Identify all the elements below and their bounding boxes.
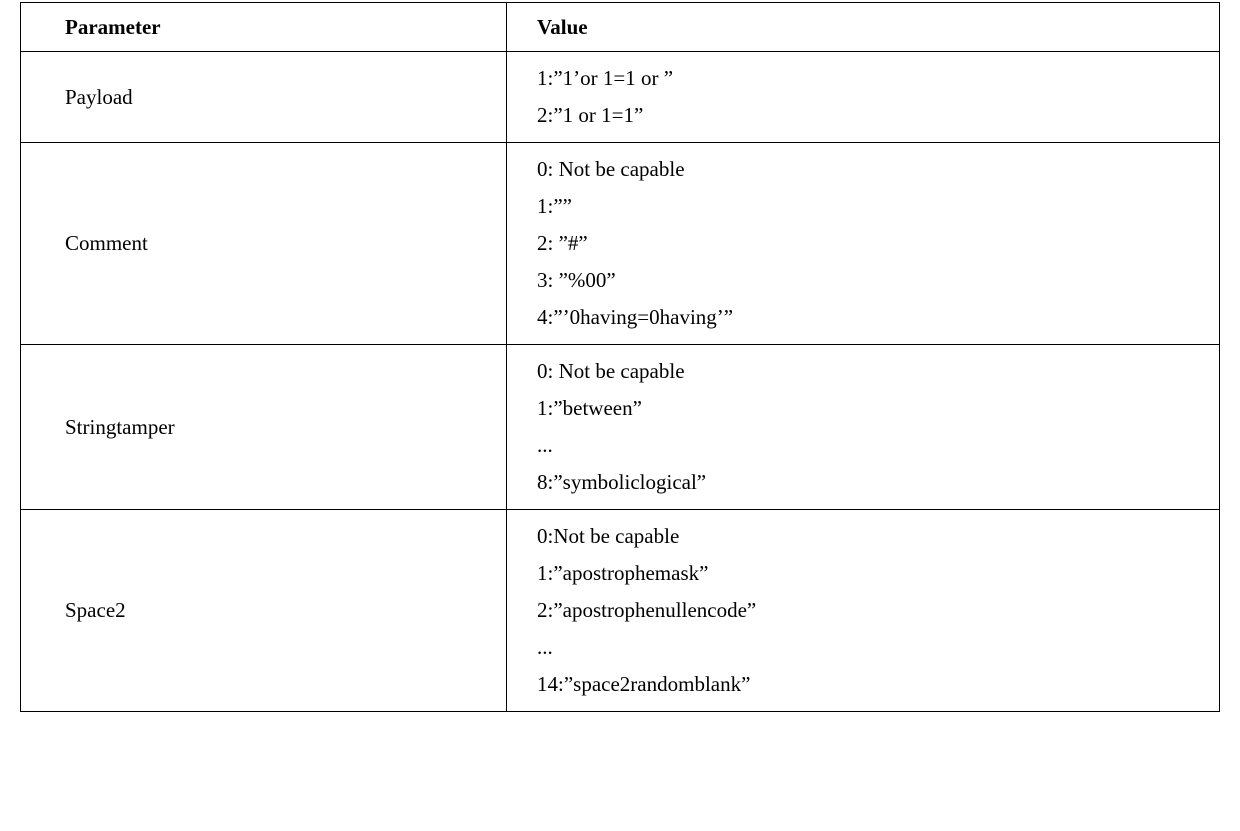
param-cell-payload: Payload bbox=[21, 52, 507, 143]
table-row: Payload 1:”1’or 1=1 or ” 2:”1 or 1=1” bbox=[21, 52, 1220, 143]
param-cell-stringtamper: Stringtamper bbox=[21, 345, 507, 510]
table-row: Stringtamper 0: Not be capable 1:”betwee… bbox=[21, 345, 1220, 510]
value-line: 0: Not be capable bbox=[537, 151, 1211, 188]
value-line: 2:”1 or 1=1” bbox=[537, 97, 1211, 134]
value-line: 1:”apostrophemask” bbox=[537, 555, 1211, 592]
value-line: ... bbox=[537, 629, 1211, 666]
table-body: Payload 1:”1’or 1=1 or ” 2:”1 or 1=1” Co… bbox=[21, 52, 1220, 712]
value-line: 1:”” bbox=[537, 188, 1211, 225]
value-line: 8:”symboliclogical” bbox=[537, 464, 1211, 501]
value-line: 0:Not be capable bbox=[537, 518, 1211, 555]
table-header-row: Parameter Value bbox=[21, 3, 1220, 52]
value-cell-stringtamper: 0: Not be capable 1:”between” ... 8:”sym… bbox=[507, 345, 1220, 510]
value-line: 4:”’0having=0having’” bbox=[537, 299, 1211, 336]
table-header: Parameter Value bbox=[21, 3, 1220, 52]
table-row: Space2 0:Not be capable 1:”apostrophemas… bbox=[21, 510, 1220, 712]
value-lines: 0:Not be capable 1:”apostrophemask” 2:”a… bbox=[537, 518, 1211, 703]
value-cell-comment: 0: Not be capable 1:”” 2: ”#” 3: ”%00” 4… bbox=[507, 143, 1220, 345]
value-line: 3: ”%00” bbox=[537, 262, 1211, 299]
value-lines: 1:”1’or 1=1 or ” 2:”1 or 1=1” bbox=[537, 60, 1211, 134]
value-line: 2: ”#” bbox=[537, 225, 1211, 262]
header-parameter: Parameter bbox=[21, 3, 507, 52]
value-line: 0: Not be capable bbox=[537, 353, 1211, 390]
param-cell-space2: Space2 bbox=[21, 510, 507, 712]
value-line: ... bbox=[537, 427, 1211, 464]
value-lines: 0: Not be capable 1:”between” ... 8:”sym… bbox=[537, 353, 1211, 501]
value-line: 14:”space2randomblank” bbox=[537, 666, 1211, 703]
value-lines: 0: Not be capable 1:”” 2: ”#” 3: ”%00” 4… bbox=[537, 151, 1211, 336]
page-container: Parameter Value Payload 1:”1’or 1=1 or ”… bbox=[0, 0, 1240, 831]
value-cell-payload: 1:”1’or 1=1 or ” 2:”1 or 1=1” bbox=[507, 52, 1220, 143]
value-line: 1:”1’or 1=1 or ” bbox=[537, 60, 1211, 97]
header-value: Value bbox=[507, 3, 1220, 52]
param-cell-comment: Comment bbox=[21, 143, 507, 345]
value-line: 1:”between” bbox=[537, 390, 1211, 427]
value-cell-space2: 0:Not be capable 1:”apostrophemask” 2:”a… bbox=[507, 510, 1220, 712]
table-row: Comment 0: Not be capable 1:”” 2: ”#” 3:… bbox=[21, 143, 1220, 345]
parameter-table: Parameter Value Payload 1:”1’or 1=1 or ”… bbox=[20, 2, 1220, 712]
value-line: 2:”apostrophenullencode” bbox=[537, 592, 1211, 629]
